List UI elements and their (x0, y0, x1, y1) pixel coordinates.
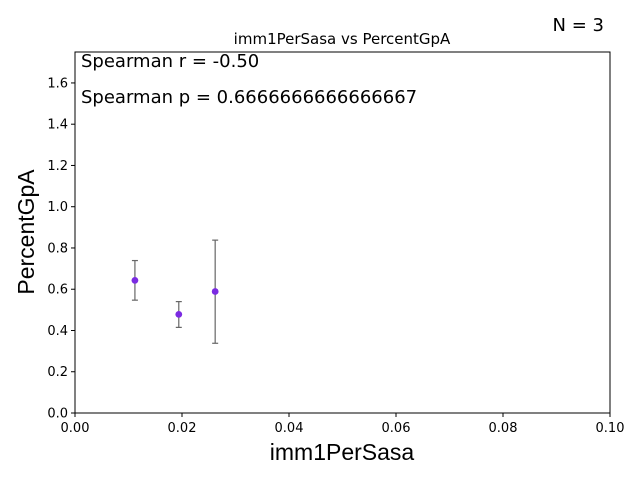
y-axis-label: PercentGpA (13, 169, 39, 295)
x-axis-label: imm1PerSasa (270, 439, 415, 465)
x-tick-label: 0.10 (596, 421, 625, 436)
y-tick-label: 1.2 (47, 159, 68, 174)
x-tick-label: 0.06 (382, 421, 411, 436)
y-tick-label: 0.8 (47, 241, 68, 256)
spearman-r-annotation: Spearman r = -0.50 (81, 51, 259, 72)
data-point (211, 288, 219, 295)
x-tick-label: 0.02 (168, 421, 197, 436)
chart-title: imm1PerSasa vs PercentGpA (234, 30, 451, 48)
plot-frame (74, 51, 611, 414)
y-tick-label: 1.6 (47, 76, 68, 91)
y-tick-label: 0.6 (47, 283, 68, 298)
x-tick-label: 0.00 (61, 421, 90, 436)
x-tick-label: 0.08 (489, 421, 518, 436)
points-layer (131, 276, 219, 318)
y-tick-label: 0.2 (47, 365, 68, 380)
data-point (131, 276, 139, 284)
y-tick-label: 0.4 (47, 324, 68, 339)
plot-area (75, 52, 610, 413)
y-axis-ticks: 0.0 0.2 0.4 0.6 0.8 1.0 1.2 1.4 1.6 (47, 76, 75, 422)
y-tick-label: 1.4 (47, 118, 68, 133)
x-axis-ticks: 0.00 0.02 0.04 0.06 0.08 0.10 (61, 413, 625, 436)
y-tick-label: 0.0 (47, 407, 68, 422)
n-annotation: N = 3 (553, 15, 604, 36)
x-tick-label: 0.04 (275, 421, 304, 436)
data-point (175, 310, 183, 318)
spearman-p-annotation: Spearman p = 0.6666666666666667 (81, 87, 417, 108)
y-tick-label: 1.0 (47, 200, 68, 215)
